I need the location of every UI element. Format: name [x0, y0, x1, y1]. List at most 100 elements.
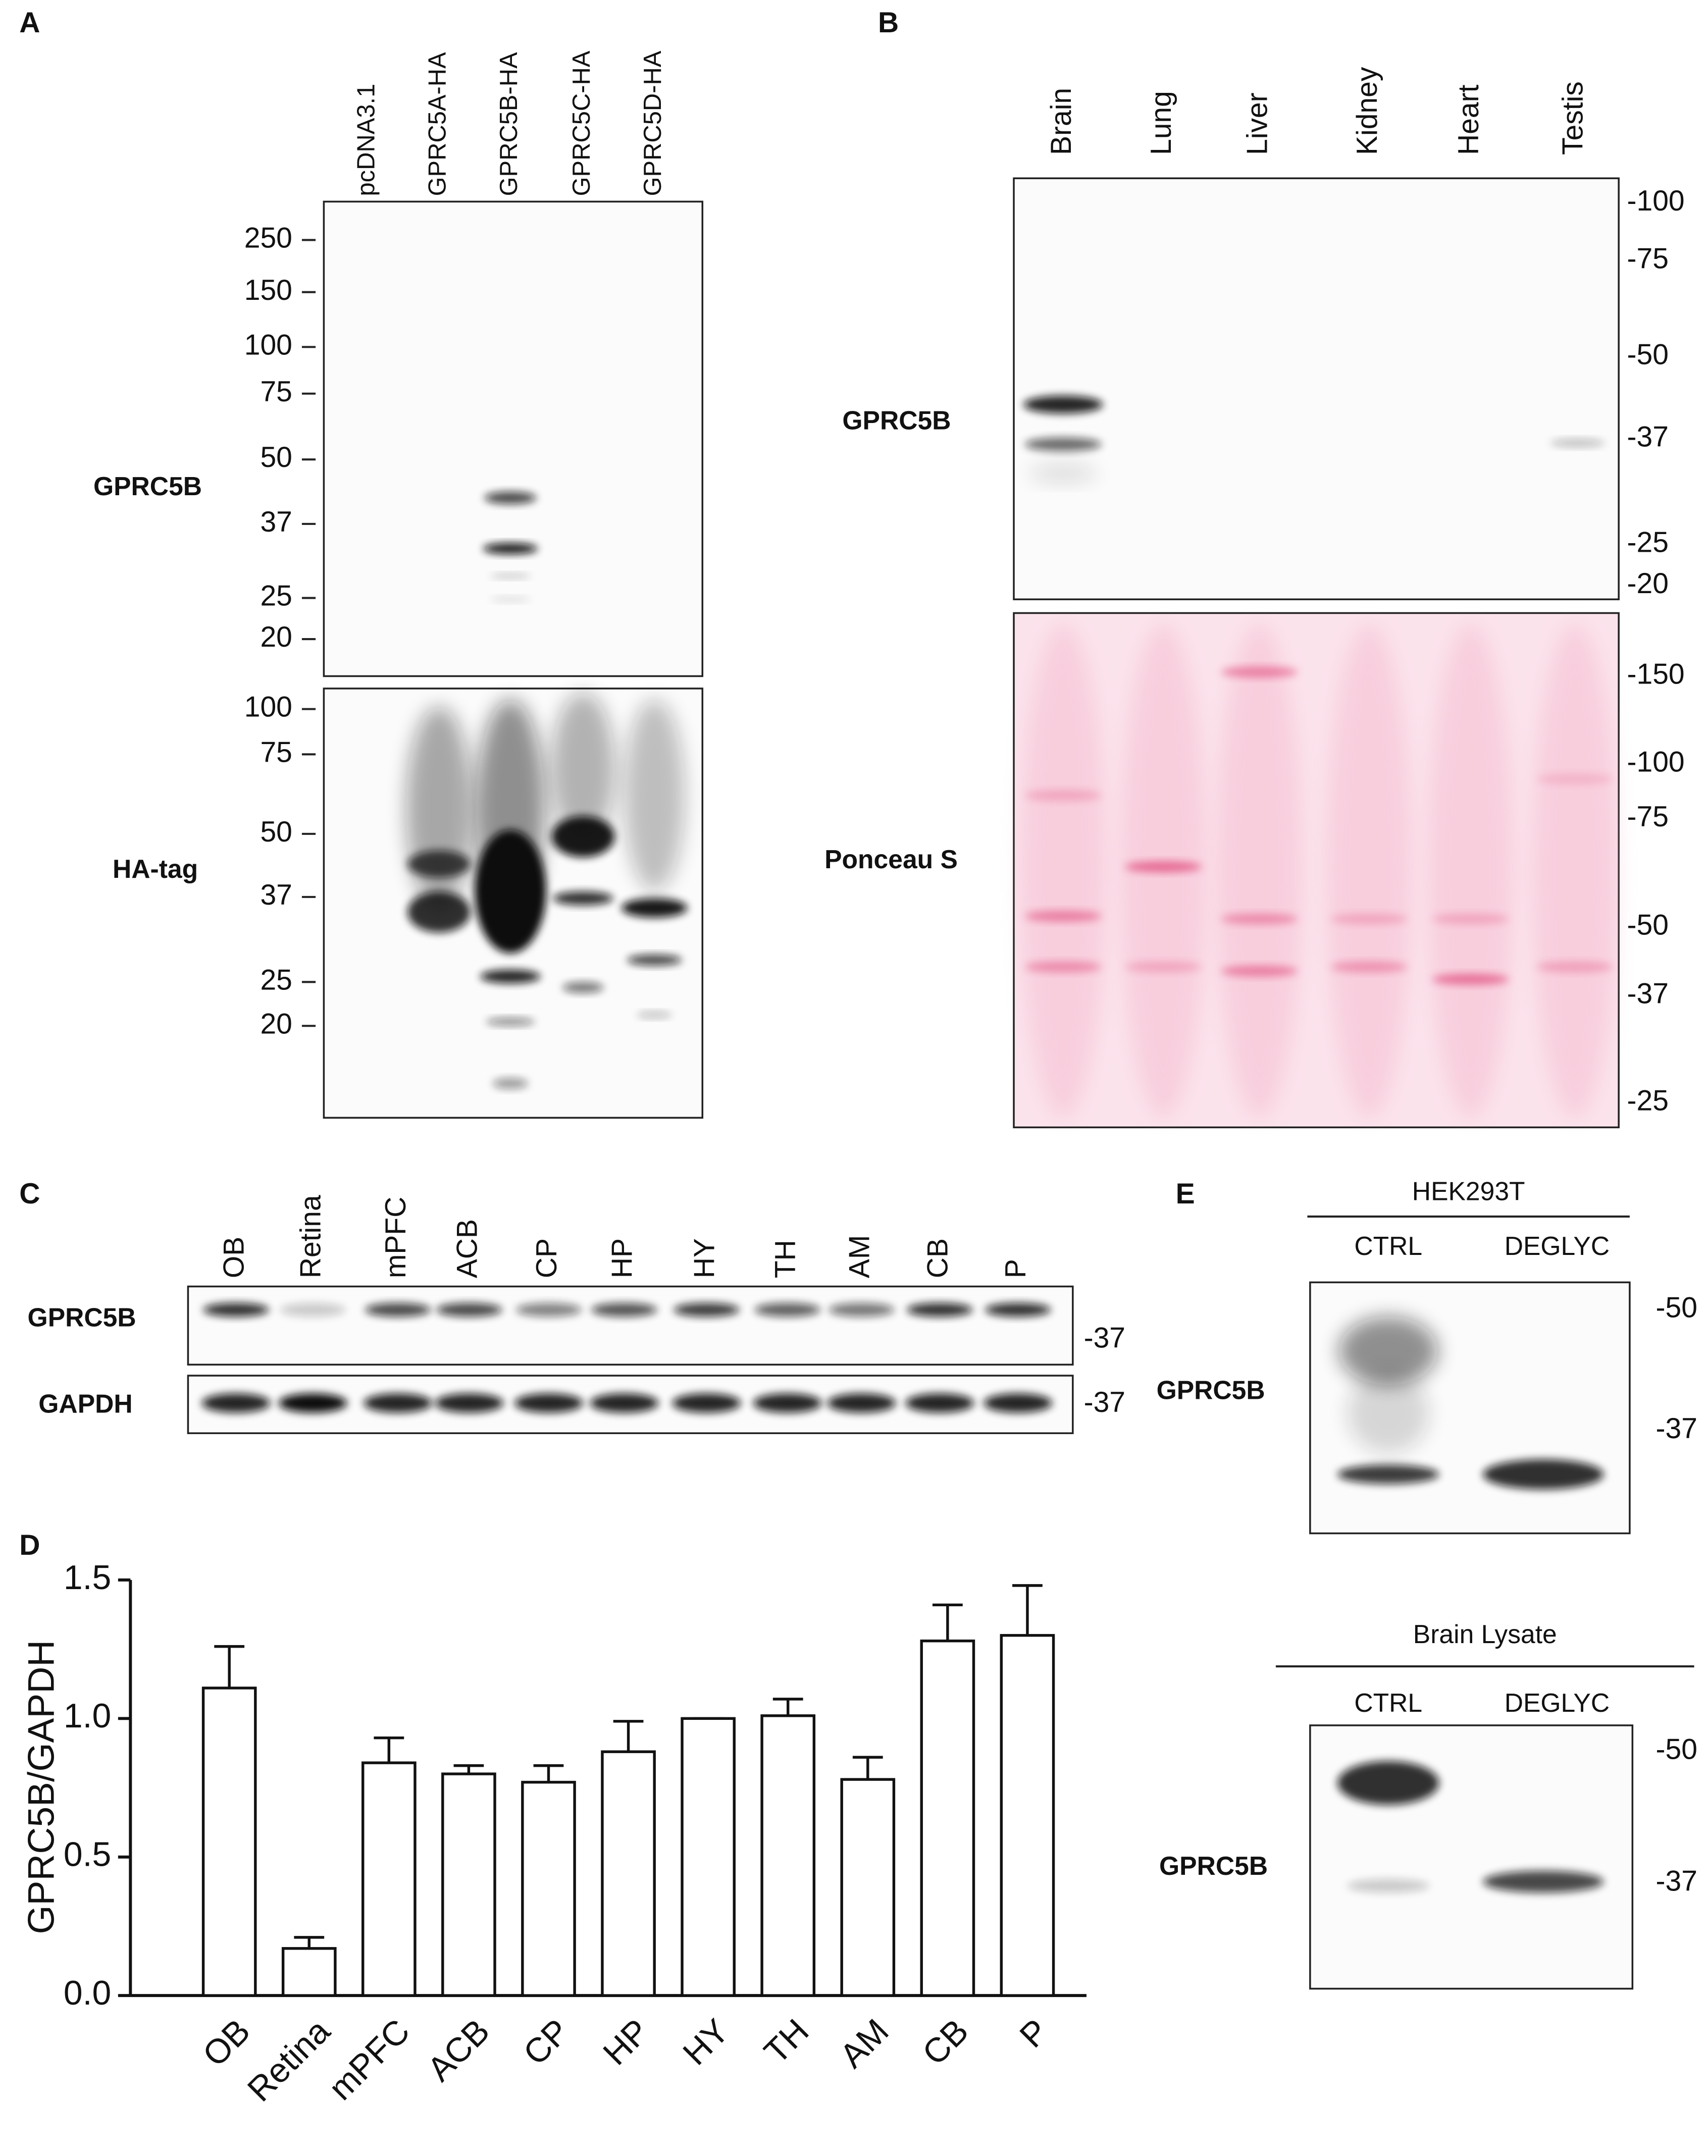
- band: [829, 1303, 895, 1317]
- bar: [361, 1761, 417, 1997]
- x-tick-label: TH: [757, 2012, 816, 2071]
- lane-label: DEGLYC: [1505, 1688, 1610, 1717]
- error-bar: [374, 1737, 404, 1763]
- lane-label: HY: [689, 1238, 721, 1278]
- x-tick-label: P: [1013, 2012, 1056, 2055]
- error-bar: [932, 1603, 963, 1641]
- x-tick-label: OB: [196, 2012, 257, 2074]
- marker-label: 50: [260, 441, 292, 474]
- band: [1347, 1371, 1430, 1454]
- blot: [323, 200, 704, 677]
- error-bar: [613, 1720, 644, 1752]
- marker-label: 50: [260, 816, 292, 848]
- marker-label: -50: [1627, 909, 1668, 941]
- marker-label: 25: [260, 964, 292, 996]
- panel-label: E: [1176, 1178, 1195, 1210]
- bar: [840, 1778, 896, 1997]
- marker-label: -75: [1627, 801, 1668, 833]
- band: [985, 1303, 1051, 1317]
- marker-label: 75: [260, 736, 292, 768]
- bar: [760, 1714, 816, 1997]
- y-tick-label: 0.0: [64, 1974, 111, 2012]
- lane-label: DEGLYC: [1505, 1231, 1610, 1260]
- band: [407, 850, 471, 878]
- marker-label: -100: [1627, 746, 1684, 778]
- y-tick-label: 0.5: [64, 1836, 111, 1874]
- band: [1024, 437, 1102, 451]
- marker-label: 37: [260, 506, 292, 538]
- marker-label: -37: [1656, 1412, 1697, 1445]
- lane-label: Retina: [295, 1195, 327, 1278]
- marker-label: 150: [244, 274, 292, 306]
- band: [624, 699, 685, 891]
- band: [754, 1303, 820, 1317]
- x-tick-label: ACB: [421, 2012, 497, 2089]
- band: [1483, 1459, 1604, 1490]
- x-tick-label: HP: [596, 2012, 657, 2073]
- band: [486, 1017, 535, 1026]
- marker-label: 100: [244, 329, 292, 361]
- lane-label: GPRC5C-HA: [568, 50, 595, 196]
- lane-label: GPRC5A-HA: [424, 52, 451, 196]
- band: [1432, 974, 1509, 985]
- band: [365, 1303, 431, 1317]
- band: [1125, 861, 1202, 872]
- bar: [441, 1772, 496, 1997]
- bar: [201, 1687, 257, 1997]
- lane-label: Brain: [1045, 88, 1077, 155]
- marker-label: -50: [1656, 1292, 1697, 1324]
- band: [1024, 961, 1102, 973]
- band: [1024, 790, 1102, 801]
- lane-label: Heart: [1453, 84, 1485, 155]
- band: [1020, 624, 1106, 1118]
- x-tick-label: CB: [915, 2012, 976, 2073]
- band: [905, 1393, 974, 1413]
- band: [591, 1303, 657, 1317]
- band: [551, 816, 615, 858]
- x-tick-label: HY: [676, 2012, 737, 2073]
- band: [672, 1393, 741, 1413]
- bar: [1000, 1634, 1055, 1997]
- blot: [1309, 1724, 1634, 1990]
- panel-label: B: [878, 7, 899, 39]
- band: [1532, 624, 1618, 1118]
- lane-label: GPRC5D-HA: [639, 50, 666, 196]
- bar: [681, 1717, 736, 1997]
- band: [674, 1303, 740, 1317]
- band: [364, 1393, 433, 1413]
- marker-label: -37: [1084, 1386, 1125, 1418]
- band: [406, 706, 472, 912]
- band: [984, 1393, 1053, 1413]
- lane-label: OB: [218, 1237, 250, 1278]
- lane-label: HP: [606, 1238, 638, 1278]
- band: [490, 596, 531, 602]
- blot: [187, 1285, 1074, 1366]
- band: [514, 1393, 583, 1413]
- blot: [1013, 612, 1620, 1129]
- lane-label: CP: [531, 1238, 563, 1278]
- marker-label: -50: [1627, 338, 1668, 371]
- y-axis-label: GPRC5B/GAPDH: [21, 1640, 62, 1934]
- error-bar: [453, 1764, 484, 1774]
- band: [636, 1011, 672, 1019]
- error-bar: [533, 1764, 564, 1782]
- band: [484, 492, 537, 504]
- lane-label: Kidney: [1351, 67, 1383, 155]
- group-label: Brain Lysate: [1413, 1619, 1557, 1649]
- marker-label: -25: [1627, 1084, 1668, 1117]
- lane-label: pcDNA3.1: [352, 84, 380, 196]
- band: [1023, 395, 1103, 414]
- x-tick-label: CP: [516, 2012, 577, 2073]
- band: [1432, 913, 1509, 925]
- marker-label: -25: [1627, 527, 1668, 559]
- band: [1326, 624, 1412, 1118]
- error-bar: [1012, 1584, 1043, 1636]
- band: [1483, 1870, 1604, 1893]
- x-tick-label: Retina: [240, 2012, 337, 2109]
- marker-label: 75: [260, 376, 292, 408]
- band: [515, 1303, 582, 1317]
- band: [407, 891, 471, 933]
- marker-label: -75: [1627, 242, 1668, 275]
- band: [1428, 624, 1513, 1118]
